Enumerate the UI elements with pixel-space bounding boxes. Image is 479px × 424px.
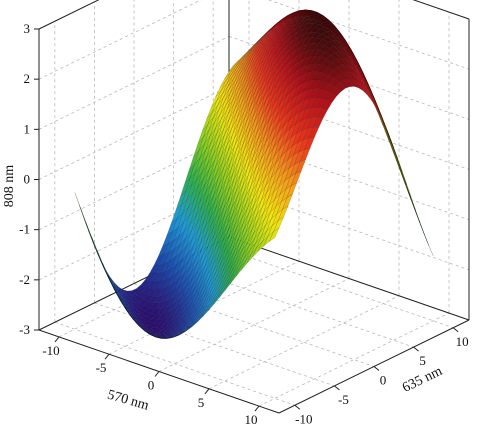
surface-patch [290,170,302,187]
surface-patch [277,205,289,222]
x-tick-mark [154,371,160,377]
y-axis-title: 635 nm [400,364,445,396]
z-axis-title: 808 nm [2,165,17,208]
grid-line [267,0,470,70]
grid-line [38,35,230,130]
z-tick-label: -3 [19,322,30,337]
z-tick-label: 0 [24,172,31,187]
x-tick-label: 5 [198,395,205,410]
x-tick-mark [204,388,210,395]
surface-mesh [74,9,434,339]
x-tick-mark [54,336,60,343]
surface-patch [317,107,328,119]
surface-patch [365,88,377,108]
y-tick-label: -5 [338,392,349,407]
surface-patch [383,121,394,148]
grid-line [38,86,230,180]
x-tick-label: -10 [42,343,59,358]
surface-patch [304,137,315,150]
y-tick-label: -10 [295,411,312,424]
surface-patch [418,219,429,246]
z-tick-label: -2 [19,272,30,287]
grid-line [38,0,202,80]
x-tick-mark [254,405,260,412]
y-tick-label: 10 [456,334,469,349]
surface-patch [374,102,385,126]
x-tick-mark [104,353,110,360]
surface-patch [295,159,306,174]
box-edge [412,0,470,20]
x-tick-label: -5 [96,360,107,375]
x-tick-label: 0 [148,378,155,393]
surface-patch [156,337,167,339]
surface-patch [273,216,284,232]
z-tick-label: 1 [24,121,31,136]
z-tick-label: -1 [19,222,30,237]
box-edge [228,236,470,321]
grid-line [258,312,450,407]
x-axis-title: 570 nm [106,388,151,414]
grid-line [158,278,350,372]
grid-line [108,260,300,355]
surface-patch [268,227,280,243]
x-tick-label: 10 [245,412,258,424]
box-edge [38,0,100,30]
z-tick-label: 2 [24,71,31,86]
y-tick-mark [294,404,301,410]
y-tick-label: 0 [380,373,387,388]
surface-patch [286,182,298,199]
surface-patch [401,169,412,198]
y-tick-mark [413,346,419,352]
grid-line [54,321,295,406]
grid-line [412,0,470,20]
surface-patch [414,207,425,235]
z-tick-label: 3 [24,21,31,36]
y-tick-label: 5 [419,353,426,368]
y-tick-mark [334,385,340,391]
surface-patch [339,79,350,89]
grid-line [213,244,454,329]
surface-patch [282,194,293,210]
y-tick-mark [452,327,459,333]
grid-line [208,295,400,390]
surface-patch [352,78,363,91]
surface-patch [308,127,320,139]
surface-patch [299,148,311,162]
y-tick-mark [373,366,380,371]
